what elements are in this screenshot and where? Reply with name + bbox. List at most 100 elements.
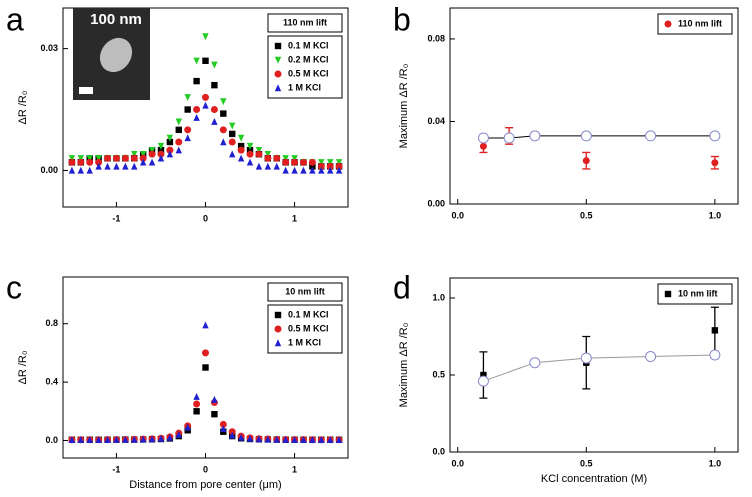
marker [157, 142, 165, 150]
marker [193, 77, 200, 85]
legend-title: 10 nm lift [285, 286, 325, 296]
marker [291, 155, 298, 162]
y-tick-label: 0.00 [40, 165, 58, 175]
y-tick-label: 1.0 [432, 292, 445, 302]
marker [220, 425, 227, 433]
marker [202, 57, 209, 64]
marker [202, 321, 209, 329]
legend-box [657, 283, 733, 305]
marker [157, 434, 165, 442]
marker [157, 146, 165, 154]
inset-particle [99, 37, 133, 73]
x-tick-label: 0.5 [580, 458, 593, 468]
marker [317, 162, 325, 170]
marker [219, 420, 227, 428]
marker [503, 132, 515, 144]
marker [711, 327, 719, 334]
marker [255, 162, 263, 170]
marker [211, 395, 218, 403]
marker [202, 33, 209, 41]
marker [300, 436, 307, 443]
marker [291, 158, 299, 166]
legend-marker [274, 325, 282, 333]
marker [95, 158, 103, 166]
marker [104, 154, 112, 162]
marker [184, 134, 191, 142]
marker [131, 151, 138, 158]
marker [246, 142, 254, 150]
marker [175, 138, 183, 146]
y-tick-label: 0.03 [40, 43, 58, 53]
marker [318, 436, 325, 443]
marker [202, 93, 209, 101]
marker [291, 436, 298, 443]
panel-letter: a [6, 1, 24, 37]
marker [326, 159, 334, 167]
marker [139, 158, 147, 166]
marker [282, 155, 289, 162]
x-tick-label: 1.0 [709, 210, 722, 220]
x-tick-label: 0.5 [580, 210, 593, 220]
marker [318, 166, 325, 174]
x-axis-label: KCl concentration (M) [541, 473, 647, 485]
marker [175, 146, 182, 154]
marker [77, 436, 85, 443]
legend-marker [274, 84, 282, 92]
marker [139, 151, 147, 158]
marker [308, 158, 316, 166]
x-tick-label: 1 [292, 213, 297, 223]
marker [68, 158, 76, 166]
marker [77, 158, 85, 166]
marker [130, 154, 138, 162]
marker [229, 150, 236, 158]
y-tick-label: 0.0 [45, 435, 58, 445]
legend-title: 110 nm lift [283, 17, 327, 27]
marker [309, 163, 316, 170]
marker [477, 375, 489, 387]
marker [211, 118, 218, 125]
marker [148, 158, 156, 166]
marker [246, 158, 254, 166]
marker [299, 158, 307, 166]
plot-frame [449, 7, 739, 205]
y-tick-label: 0.00 [427, 198, 445, 208]
x-tick-label: -1 [112, 464, 120, 474]
marker [104, 162, 111, 170]
y-tick-label: 0.4 [45, 376, 58, 386]
marker [139, 154, 147, 162]
marker [112, 154, 120, 162]
marker [131, 435, 138, 443]
marker [300, 166, 307, 174]
marker [193, 106, 201, 114]
marker [237, 433, 245, 441]
marker [273, 162, 280, 170]
marker [282, 435, 289, 443]
marker [121, 154, 129, 162]
marker [211, 61, 218, 69]
marker [582, 157, 590, 165]
marker [237, 154, 245, 162]
marker [122, 435, 129, 443]
marker [318, 159, 325, 167]
marker [193, 400, 201, 408]
legend-label: 110 nm lift [678, 18, 722, 28]
marker [282, 166, 289, 174]
legend-marker [664, 20, 672, 28]
marker [148, 146, 156, 154]
marker [273, 154, 281, 162]
panel-letter: b [393, 1, 411, 37]
legend-marker [274, 56, 282, 64]
marker [479, 142, 487, 150]
marker [237, 134, 245, 142]
marker [229, 130, 236, 138]
marker [237, 142, 245, 150]
marker [335, 166, 343, 174]
marker [175, 430, 182, 438]
legend-label: 0.5 M KCl [288, 323, 329, 333]
y-tick-label: 0.0 [432, 446, 445, 456]
marker [139, 435, 147, 443]
marker [157, 150, 165, 158]
marker [229, 122, 236, 130]
marker [193, 113, 200, 121]
marker [255, 435, 263, 443]
